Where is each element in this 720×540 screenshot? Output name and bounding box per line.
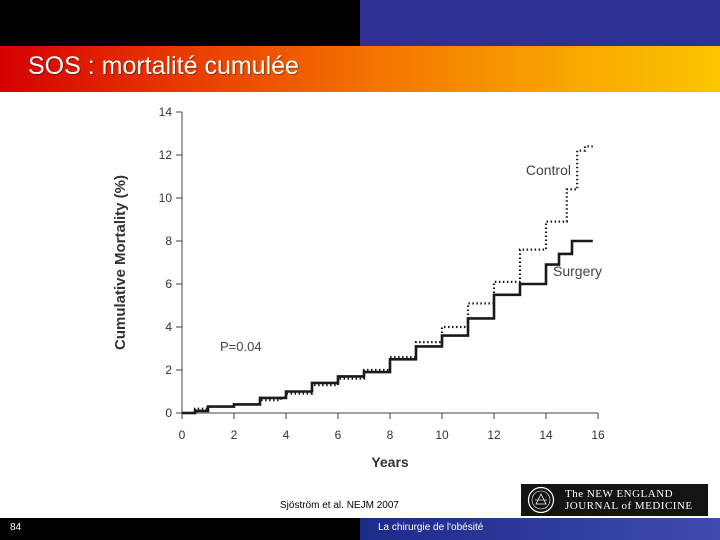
series-label-control: Control [526, 162, 571, 178]
y-tick-label: 10 [159, 191, 173, 205]
slide-title: SOS : mortalité cumulée [28, 52, 299, 80]
x-tick-label: 8 [387, 428, 394, 442]
chart-labels: 0 2 4 6 8 10 12 14 16 0 2 4 6 8 10 12 14 Control Surgery P=… [112, 105, 605, 470]
y-tick-label: 4 [165, 320, 172, 334]
header-bar-left [0, 0, 360, 46]
chart-series [182, 145, 593, 415]
y-tick-label: 8 [165, 234, 172, 248]
x-tick-label: 0 [179, 428, 186, 442]
citation: Sjöström et al. NEJM 2007 [280, 500, 399, 511]
x-tick-label: 14 [539, 428, 553, 442]
title-band [0, 46, 720, 92]
journal-seal-icon [527, 486, 555, 514]
y-tick-label: 6 [165, 277, 172, 291]
x-tick-label: 10 [435, 428, 449, 442]
footer-text: La chirurgie de l'obésité [378, 522, 484, 533]
x-tick-label: 12 [487, 428, 501, 442]
x-tick-label: 2 [231, 428, 238, 442]
page-number: 84 [10, 522, 22, 533]
x-axis-label: Years [371, 454, 409, 470]
y-tick-label: 12 [159, 148, 173, 162]
y-tick-label: 14 [159, 105, 173, 119]
x-tick-label: 4 [283, 428, 290, 442]
series-line-surgery [182, 239, 593, 415]
y-axis-label: Cumulative Mortality (%) [112, 175, 129, 350]
x-tick-label: 16 [591, 428, 605, 442]
chart-axes [176, 111, 599, 419]
x-tick-label: 6 [335, 428, 342, 442]
footer-bar [0, 518, 720, 540]
p-value-annotation: P=0.04 [220, 339, 262, 354]
header-bar-right [360, 0, 720, 46]
series-label-surgery: Surgery [553, 263, 602, 279]
journal-name: The NEW ENGLAND JOURNAL of MEDICINE [565, 488, 693, 512]
nejm-logo: The NEW ENGLAND JOURNAL of MEDICINE [521, 484, 708, 516]
y-tick-label: 0 [165, 406, 172, 420]
y-tick-label: 2 [165, 363, 172, 377]
